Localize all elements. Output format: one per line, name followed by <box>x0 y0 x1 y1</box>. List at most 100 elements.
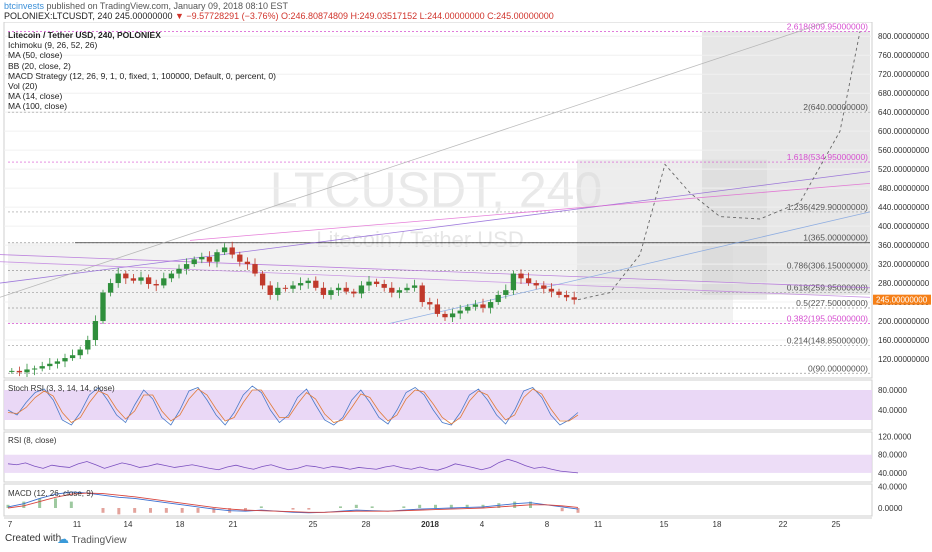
candle-body <box>503 290 509 295</box>
candle-body <box>145 277 152 285</box>
stoch-tick-label: 40.0000 <box>878 406 907 415</box>
x-tick-label: 22 <box>779 520 788 528</box>
rsi-line <box>7 458 579 474</box>
stoch-band <box>4 390 872 420</box>
candle-body <box>138 277 144 281</box>
y-tick-label: 800.00000000 <box>878 32 930 41</box>
y-tick-label: 720.00000000 <box>878 70 930 79</box>
x-tick-label: 21 <box>229 520 238 528</box>
y-tick-label: 400.00000000 <box>878 222 930 231</box>
y-tick-label: 520.00000000 <box>878 165 930 174</box>
macd-line <box>7 492 579 513</box>
projection-box-2 <box>702 31 870 295</box>
candle-body <box>214 252 220 262</box>
rsi-label: RSI (8, close) <box>8 436 57 445</box>
candle-body <box>77 349 83 356</box>
candle-body <box>206 256 213 262</box>
candle-body <box>480 304 486 308</box>
y-tick-label: 360.00000000 <box>878 241 930 250</box>
candle-body <box>541 285 547 289</box>
candle-body <box>381 284 387 288</box>
footer: Created with ☁ TradingView <box>0 528 932 550</box>
rsi-tick-label: 120.0000 <box>878 433 912 442</box>
trend-line <box>0 171 871 284</box>
candle-body <box>16 370 23 373</box>
macd-line <box>7 491 579 514</box>
y-tick-label: 680.00000000 <box>878 89 930 98</box>
author-link[interactable]: btcinvests <box>4 1 45 11</box>
candle-body <box>297 283 304 286</box>
fib-label: 1(365.00000000) <box>803 233 868 243</box>
indicator-legend: Litecoin / Tether USD, 240, POLONIEX Ich… <box>8 30 276 112</box>
y-tick-label: 200.00000000 <box>878 317 930 326</box>
candle-body <box>54 361 61 364</box>
ohlc-values: O:246.80874809 H:249.03517152 L:244.0000… <box>280 11 554 21</box>
candle-body <box>495 294 501 303</box>
candle-body <box>411 285 418 288</box>
chart-canvas[interactable]: LTCUSDT, 240 Litecoin / Tether USD 800.000… <box>0 22 932 528</box>
candle-body <box>259 273 266 286</box>
tradingview-brand: TradingView <box>71 535 127 546</box>
price-change: ▼ −9.57728291 (−3.76%) <box>174 11 279 21</box>
candle-body <box>85 340 91 350</box>
macd-label: MACD (12, 26, close, 9) <box>8 489 94 498</box>
watermark-name: Litecoin / Tether USD <box>316 227 523 252</box>
candle-body <box>427 302 433 305</box>
x-tick-label: 2018 <box>421 520 439 528</box>
y-tick-label: 280.00000000 <box>878 279 930 288</box>
candle-body <box>267 285 273 295</box>
candle-body <box>115 273 121 284</box>
legend-item[interactable]: MA (14, close) <box>8 91 63 102</box>
stoch-line <box>7 385 579 426</box>
legend-item[interactable]: Vol (20) <box>8 81 38 92</box>
trend-line <box>389 211 871 324</box>
legend-item[interactable]: Ichimoku (9, 26, 52, 26) <box>8 40 98 51</box>
candle-body <box>328 290 334 295</box>
y-tick-label: 480.00000000 <box>878 184 930 193</box>
y-tick-label: 320.00000000 <box>878 260 930 269</box>
candle-body <box>320 287 327 295</box>
y-tick-label: 560.00000000 <box>878 146 930 155</box>
macd-tick-label: 40.0000 <box>878 483 907 492</box>
legend-item[interactable]: MA (100, close) <box>8 101 68 112</box>
last-price-label: 245.00000000 <box>876 296 928 305</box>
candle-body <box>176 268 182 274</box>
x-tick-label: 7 <box>8 520 13 528</box>
candle-body <box>404 287 410 291</box>
candle-body <box>487 302 494 308</box>
fib-label: 0.214(148.85000000) <box>787 335 868 345</box>
candle-body <box>449 313 456 318</box>
candle-body <box>237 254 243 262</box>
candle-body <box>335 287 342 291</box>
candle-body <box>373 281 380 285</box>
candle-body <box>442 313 448 318</box>
candle-body <box>548 288 555 292</box>
candle-body <box>533 283 539 286</box>
legend-item[interactable]: BB (20, close, 2) <box>8 60 71 71</box>
candle-body <box>183 264 190 269</box>
chart-header: btcinvests published on TradingView.com,… <box>0 0 932 22</box>
candle-body <box>168 273 175 279</box>
legend-item[interactable]: MACD Strategy (12, 26, 9, 1, 0, fixed, 1… <box>8 70 276 81</box>
candle-body <box>465 306 471 311</box>
rsi-band <box>4 454 872 473</box>
x-tick-label: 11 <box>594 520 603 528</box>
candle-body <box>389 287 395 293</box>
created-with-text: Created with <box>5 533 62 544</box>
candle-body <box>282 287 289 289</box>
stoch-tick-label: 80.0000 <box>878 386 907 395</box>
x-tick-label: 8 <box>545 520 550 528</box>
fib-label: 1.618(534.95000000) <box>787 152 868 162</box>
symbol-line: POLONIEX:LTCUSDT, 240 <box>4 11 113 21</box>
candle-body <box>571 297 577 300</box>
legend-item[interactable]: MA (50, close) <box>8 50 63 61</box>
published-text: published on TradingView.com, January 09… <box>46 1 289 11</box>
tradingview-logo[interactable]: ☁ TradingView <box>57 528 127 552</box>
quote-line: POLONIEX:LTCUSDT, 240 245.00000000 ▼ −9.… <box>4 11 554 21</box>
legend-title: Litecoin / Tether USD, 240, POLONIEX <box>8 30 161 40</box>
projection-path <box>577 31 861 301</box>
candle-body <box>510 273 517 291</box>
candle-body <box>199 256 205 260</box>
candle-body <box>161 278 167 286</box>
candle-body <box>313 280 319 288</box>
